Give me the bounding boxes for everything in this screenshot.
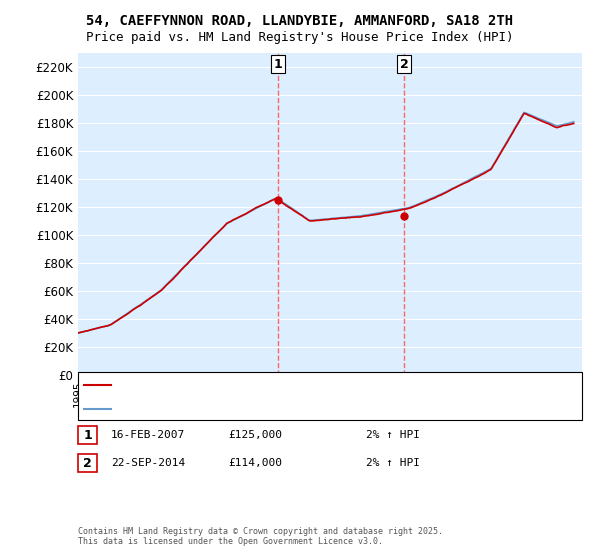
Text: 1: 1 [274, 58, 283, 71]
Text: 54, CAEFFYNNON ROAD, LLANDYBIE, AMMANFORD, SA18 2TH (semi-detached house): 54, CAEFFYNNON ROAD, LLANDYBIE, AMMANFOR… [117, 381, 509, 390]
Text: 22-SEP-2014: 22-SEP-2014 [111, 458, 185, 468]
Text: 54, CAEFFYNNON ROAD, LLANDYBIE, AMMANFORD, SA18 2TH: 54, CAEFFYNNON ROAD, LLANDYBIE, AMMANFOR… [86, 14, 514, 28]
Text: 16-FEB-2007: 16-FEB-2007 [111, 430, 185, 440]
Text: 1: 1 [83, 428, 92, 442]
Text: £125,000: £125,000 [228, 430, 282, 440]
Text: Price paid vs. HM Land Registry's House Price Index (HPI): Price paid vs. HM Land Registry's House … [86, 31, 514, 44]
Text: HPI: Average price, semi-detached house, Carmarthenshire: HPI: Average price, semi-detached house,… [117, 404, 418, 413]
Text: Contains HM Land Registry data © Crown copyright and database right 2025.
This d: Contains HM Land Registry data © Crown c… [78, 526, 443, 546]
Text: 2: 2 [83, 456, 92, 470]
Text: 2: 2 [400, 58, 409, 71]
Text: 2% ↑ HPI: 2% ↑ HPI [366, 458, 420, 468]
Text: £114,000: £114,000 [228, 458, 282, 468]
Text: 2% ↑ HPI: 2% ↑ HPI [366, 430, 420, 440]
